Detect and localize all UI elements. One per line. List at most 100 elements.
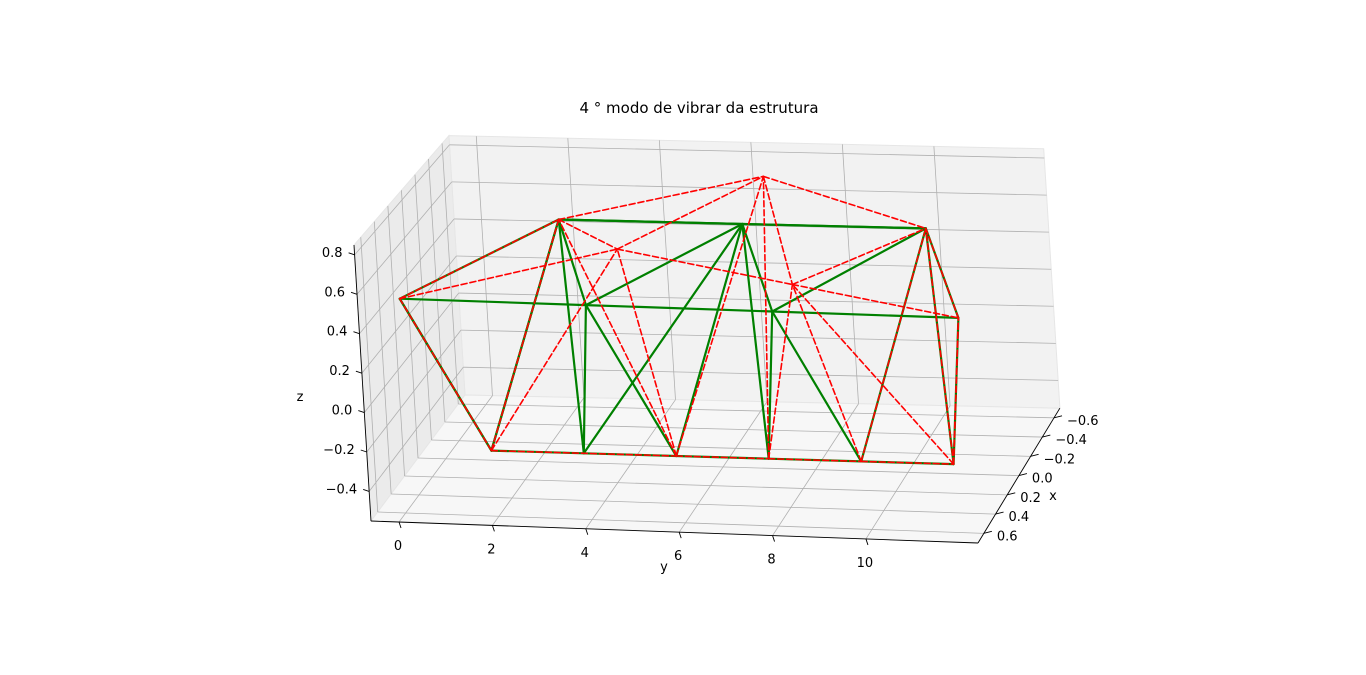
tick-labels: 0 2 4 6 8 10 −0.6 −0.4 −0.2 0.0 0.2 0.4 0.6 0.8 0.6 0.4… xyxy=(322,246,1099,571)
member-dashed-21 xyxy=(791,283,863,463)
y-tick-label-3: 6 xyxy=(674,549,682,564)
x-tick-label-1: −0.4 xyxy=(1055,433,1087,448)
axes-panes xyxy=(353,134,1061,544)
x-tick-mark-0 xyxy=(1053,415,1063,419)
member-dashed-16 xyxy=(675,175,765,457)
z-axis-line xyxy=(353,244,372,522)
grid-x-floor-3 xyxy=(417,457,1019,476)
z-axis-label: z xyxy=(297,390,304,405)
grid-x-floor-6 xyxy=(377,511,984,534)
member-dashed-26 xyxy=(490,248,619,452)
member-solid-16 xyxy=(557,218,585,455)
member-solid-6 xyxy=(398,297,588,307)
z-tick-label-1: 0.6 xyxy=(324,285,345,300)
member-dashed-24 xyxy=(924,227,955,465)
member-solid-19 xyxy=(584,304,678,458)
grid-y-back-1 xyxy=(567,138,585,398)
member-dashed-2 xyxy=(616,175,765,250)
x-tick-mark-1 xyxy=(1042,434,1051,438)
x-tick-label-5: 0.4 xyxy=(1009,510,1030,525)
grid-z-back-3 xyxy=(456,255,1052,270)
x-tick-mark-5 xyxy=(995,511,1004,515)
member-dashed-19 xyxy=(767,283,794,460)
z-tick-mark-2 xyxy=(353,331,360,335)
z-tick-mark-6 xyxy=(363,489,370,492)
grid-z-side-2 xyxy=(359,218,455,334)
member-dashed-4 xyxy=(791,227,927,286)
grid-x-side-6 xyxy=(360,237,379,513)
y-tick-mark-4 xyxy=(772,535,775,542)
y-tick-mark-0 xyxy=(398,521,402,529)
member-dashed-18 xyxy=(762,175,770,460)
grid-z-side-6 xyxy=(368,366,464,492)
member-dashed-7 xyxy=(616,248,794,286)
x-tick-label-3: 0.0 xyxy=(1032,472,1053,487)
grid-x-floor-2 xyxy=(431,439,1031,457)
member-dashed-28 xyxy=(952,317,960,465)
x-tick-label-6: 0.6 xyxy=(997,529,1018,544)
z-tick-mark-1 xyxy=(350,291,358,295)
z-tick-mark-5 xyxy=(360,449,367,453)
y-tick-label-0: 0 xyxy=(394,539,402,554)
x-tick-mark-2 xyxy=(1030,453,1039,457)
y-tick-mark-5 xyxy=(865,538,869,546)
x-tick-label-0: −0.6 xyxy=(1067,414,1099,429)
x-tick-mark-3 xyxy=(1018,473,1028,477)
member-dashed-15 xyxy=(557,218,678,457)
member-dashed-12 xyxy=(490,218,560,452)
x-axis-label: x xyxy=(1049,489,1057,504)
y-tick-mark-1 xyxy=(491,525,495,532)
member-dashed-23 xyxy=(860,460,955,465)
member-dashed-5 xyxy=(924,227,960,319)
z-tick-mark-3 xyxy=(355,370,363,374)
member-dashed-6 xyxy=(398,248,619,300)
grid-z-side-1 xyxy=(356,181,453,295)
grid-y-back-0 xyxy=(475,136,493,396)
member-dashed-22 xyxy=(860,227,927,463)
y-tick-label-1: 2 xyxy=(487,542,495,557)
z-tick-mark-4 xyxy=(358,410,365,413)
chart-title: 4 ° modo de vibrar da estrutura xyxy=(579,99,818,117)
grid-x-side-5 xyxy=(373,221,392,495)
back-pane xyxy=(448,135,1061,409)
member-solid-23 xyxy=(767,310,774,460)
z-tick-label-3: 0.2 xyxy=(329,364,350,379)
member-solid-3 xyxy=(741,222,774,313)
grid-x-side-4 xyxy=(387,205,405,477)
x-tick-mark-6 xyxy=(983,530,992,534)
grid-z-back-0 xyxy=(449,144,1045,159)
member-dashed-8 xyxy=(791,283,960,319)
grid-y-back-4 xyxy=(841,144,859,404)
member-solid-15 xyxy=(582,304,588,455)
grid-z-side-4 xyxy=(364,292,459,413)
z-tick-label-5: −0.2 xyxy=(323,443,355,458)
z-tick-label-6: −0.4 xyxy=(326,482,358,497)
x-tick-mark-4 xyxy=(1007,492,1016,496)
grid-y-back-2 xyxy=(658,140,676,400)
grid-x-side-3 xyxy=(401,190,419,459)
y-tick-label-4: 8 xyxy=(767,553,775,568)
member-solid-1 xyxy=(557,218,588,307)
member-dashed-3 xyxy=(762,175,794,286)
member-solid-17 xyxy=(582,222,744,455)
grid-x-floor-5 xyxy=(391,493,996,515)
series-layer xyxy=(398,175,960,466)
member-dashed-10 xyxy=(762,175,927,230)
y-tick-mark-3 xyxy=(678,532,682,539)
z-tick-label-0: 0.8 xyxy=(322,246,343,261)
grid-y-back-5 xyxy=(933,146,951,406)
grid-z-side-0 xyxy=(354,144,450,256)
y-axis-label: y xyxy=(660,560,668,575)
floor-pane xyxy=(370,394,1061,544)
member-solid-25 xyxy=(771,310,863,463)
member-solid-22 xyxy=(741,222,770,460)
member-dashed-20 xyxy=(767,457,863,463)
grid-x-side-2 xyxy=(414,174,432,441)
x-tick-label-2: −0.2 xyxy=(1044,452,1076,467)
grid-x-floor-4 xyxy=(404,475,1008,496)
member-solid-20 xyxy=(675,222,744,458)
y-tick-mark-2 xyxy=(585,528,589,535)
member-dashed-9 xyxy=(557,175,765,221)
z-tick-mark-0 xyxy=(348,252,355,256)
y-axis-line xyxy=(370,520,979,544)
